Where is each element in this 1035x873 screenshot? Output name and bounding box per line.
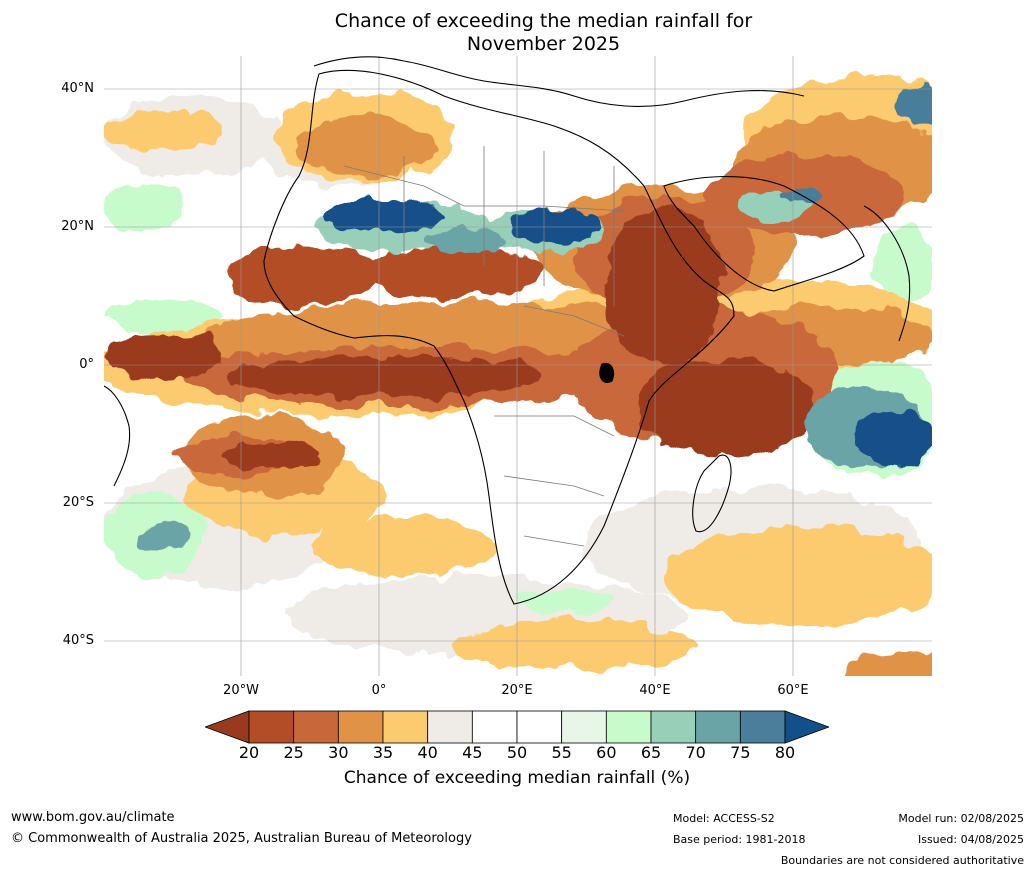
footer-model-run: Model run: 02/08/2025 <box>898 812 1024 825</box>
lat-label-40s: 40°S <box>62 633 94 648</box>
colorbar-tick-label: 65 <box>640 743 662 762</box>
footer-disclaimer: Boundaries are not considered authoritat… <box>780 854 1024 867</box>
colorbar-band <box>382 710 429 744</box>
lat-label-equator: 0° <box>79 357 94 372</box>
colorbar <box>205 710 829 744</box>
lon-label-0: 0° <box>371 683 387 698</box>
map-svg <box>104 56 932 676</box>
colorbar-band <box>605 710 652 744</box>
coastlines <box>104 56 911 605</box>
colorbar-tick-label: 25 <box>283 743 304 762</box>
colorbar-tick-label: 20 <box>238 743 260 762</box>
colorbar-tick-label: 70 <box>685 743 706 762</box>
rainfall-map <box>104 56 932 676</box>
sahel-band <box>314 198 604 253</box>
colorbar-band <box>695 710 741 744</box>
lon-label-40e: 40°E <box>639 683 671 698</box>
colorbar-tick-label: 40 <box>417 743 438 762</box>
footer-model: Model: ACCESS-S2 <box>673 812 775 825</box>
lon-label-20w: 20°W <box>223 683 259 698</box>
colorbar-tick-label: 55 <box>551 743 572 762</box>
title-line-2: November 2025 <box>466 33 621 55</box>
country-borders <box>343 146 625 547</box>
footer-base-period: Base period: 1981-2018 <box>673 833 806 846</box>
colorbar-band <box>739 710 786 744</box>
colorbar-low-extend <box>205 710 250 744</box>
footer-copyright: © Commonwealth of Australia 2025, Austra… <box>11 831 472 846</box>
colorbar-band <box>561 710 607 744</box>
lon-label-60e: 60°E <box>777 683 809 698</box>
map-title: Chance of exceeding the median rainfall … <box>105 10 982 56</box>
colorbar-tick-label: 80 <box>774 743 796 762</box>
lat-label-20n: 20°N <box>61 219 94 234</box>
colorbar-band <box>337 710 384 744</box>
lat-label-20s: 20°S <box>62 495 94 510</box>
colorbar-high-extend <box>784 710 829 744</box>
footer-url: www.bom.gov.au/climate <box>11 810 175 825</box>
footer-issued: Issued: 04/08/2025 <box>917 833 1024 846</box>
colorbar-tick-label: 45 <box>462 743 483 762</box>
colorbar-band <box>293 710 339 744</box>
colorbar-tick-label: 50 <box>506 743 528 762</box>
colorbar-band <box>471 710 518 744</box>
probability-field <box>104 76 932 676</box>
colorbar-tick-label: 35 <box>372 743 394 762</box>
colorbar-band <box>516 710 563 744</box>
title-line-1: Chance of exceeding the median rainfall … <box>334 10 753 32</box>
colorbar-band <box>248 710 295 744</box>
lat-label-40n: 40°N <box>61 81 94 96</box>
colorbar-band <box>427 710 473 744</box>
colorbar-label: Chance of exceeding median rainfall (%) <box>343 768 691 788</box>
colorbar-tick-label: 60 <box>596 743 617 762</box>
colorbar-band <box>650 710 697 744</box>
colorbar-tick-label: 75 <box>730 743 751 762</box>
graticule <box>104 56 932 676</box>
colorbar-tick-label: 30 <box>328 743 349 762</box>
lon-label-20e: 20°E <box>501 683 533 698</box>
